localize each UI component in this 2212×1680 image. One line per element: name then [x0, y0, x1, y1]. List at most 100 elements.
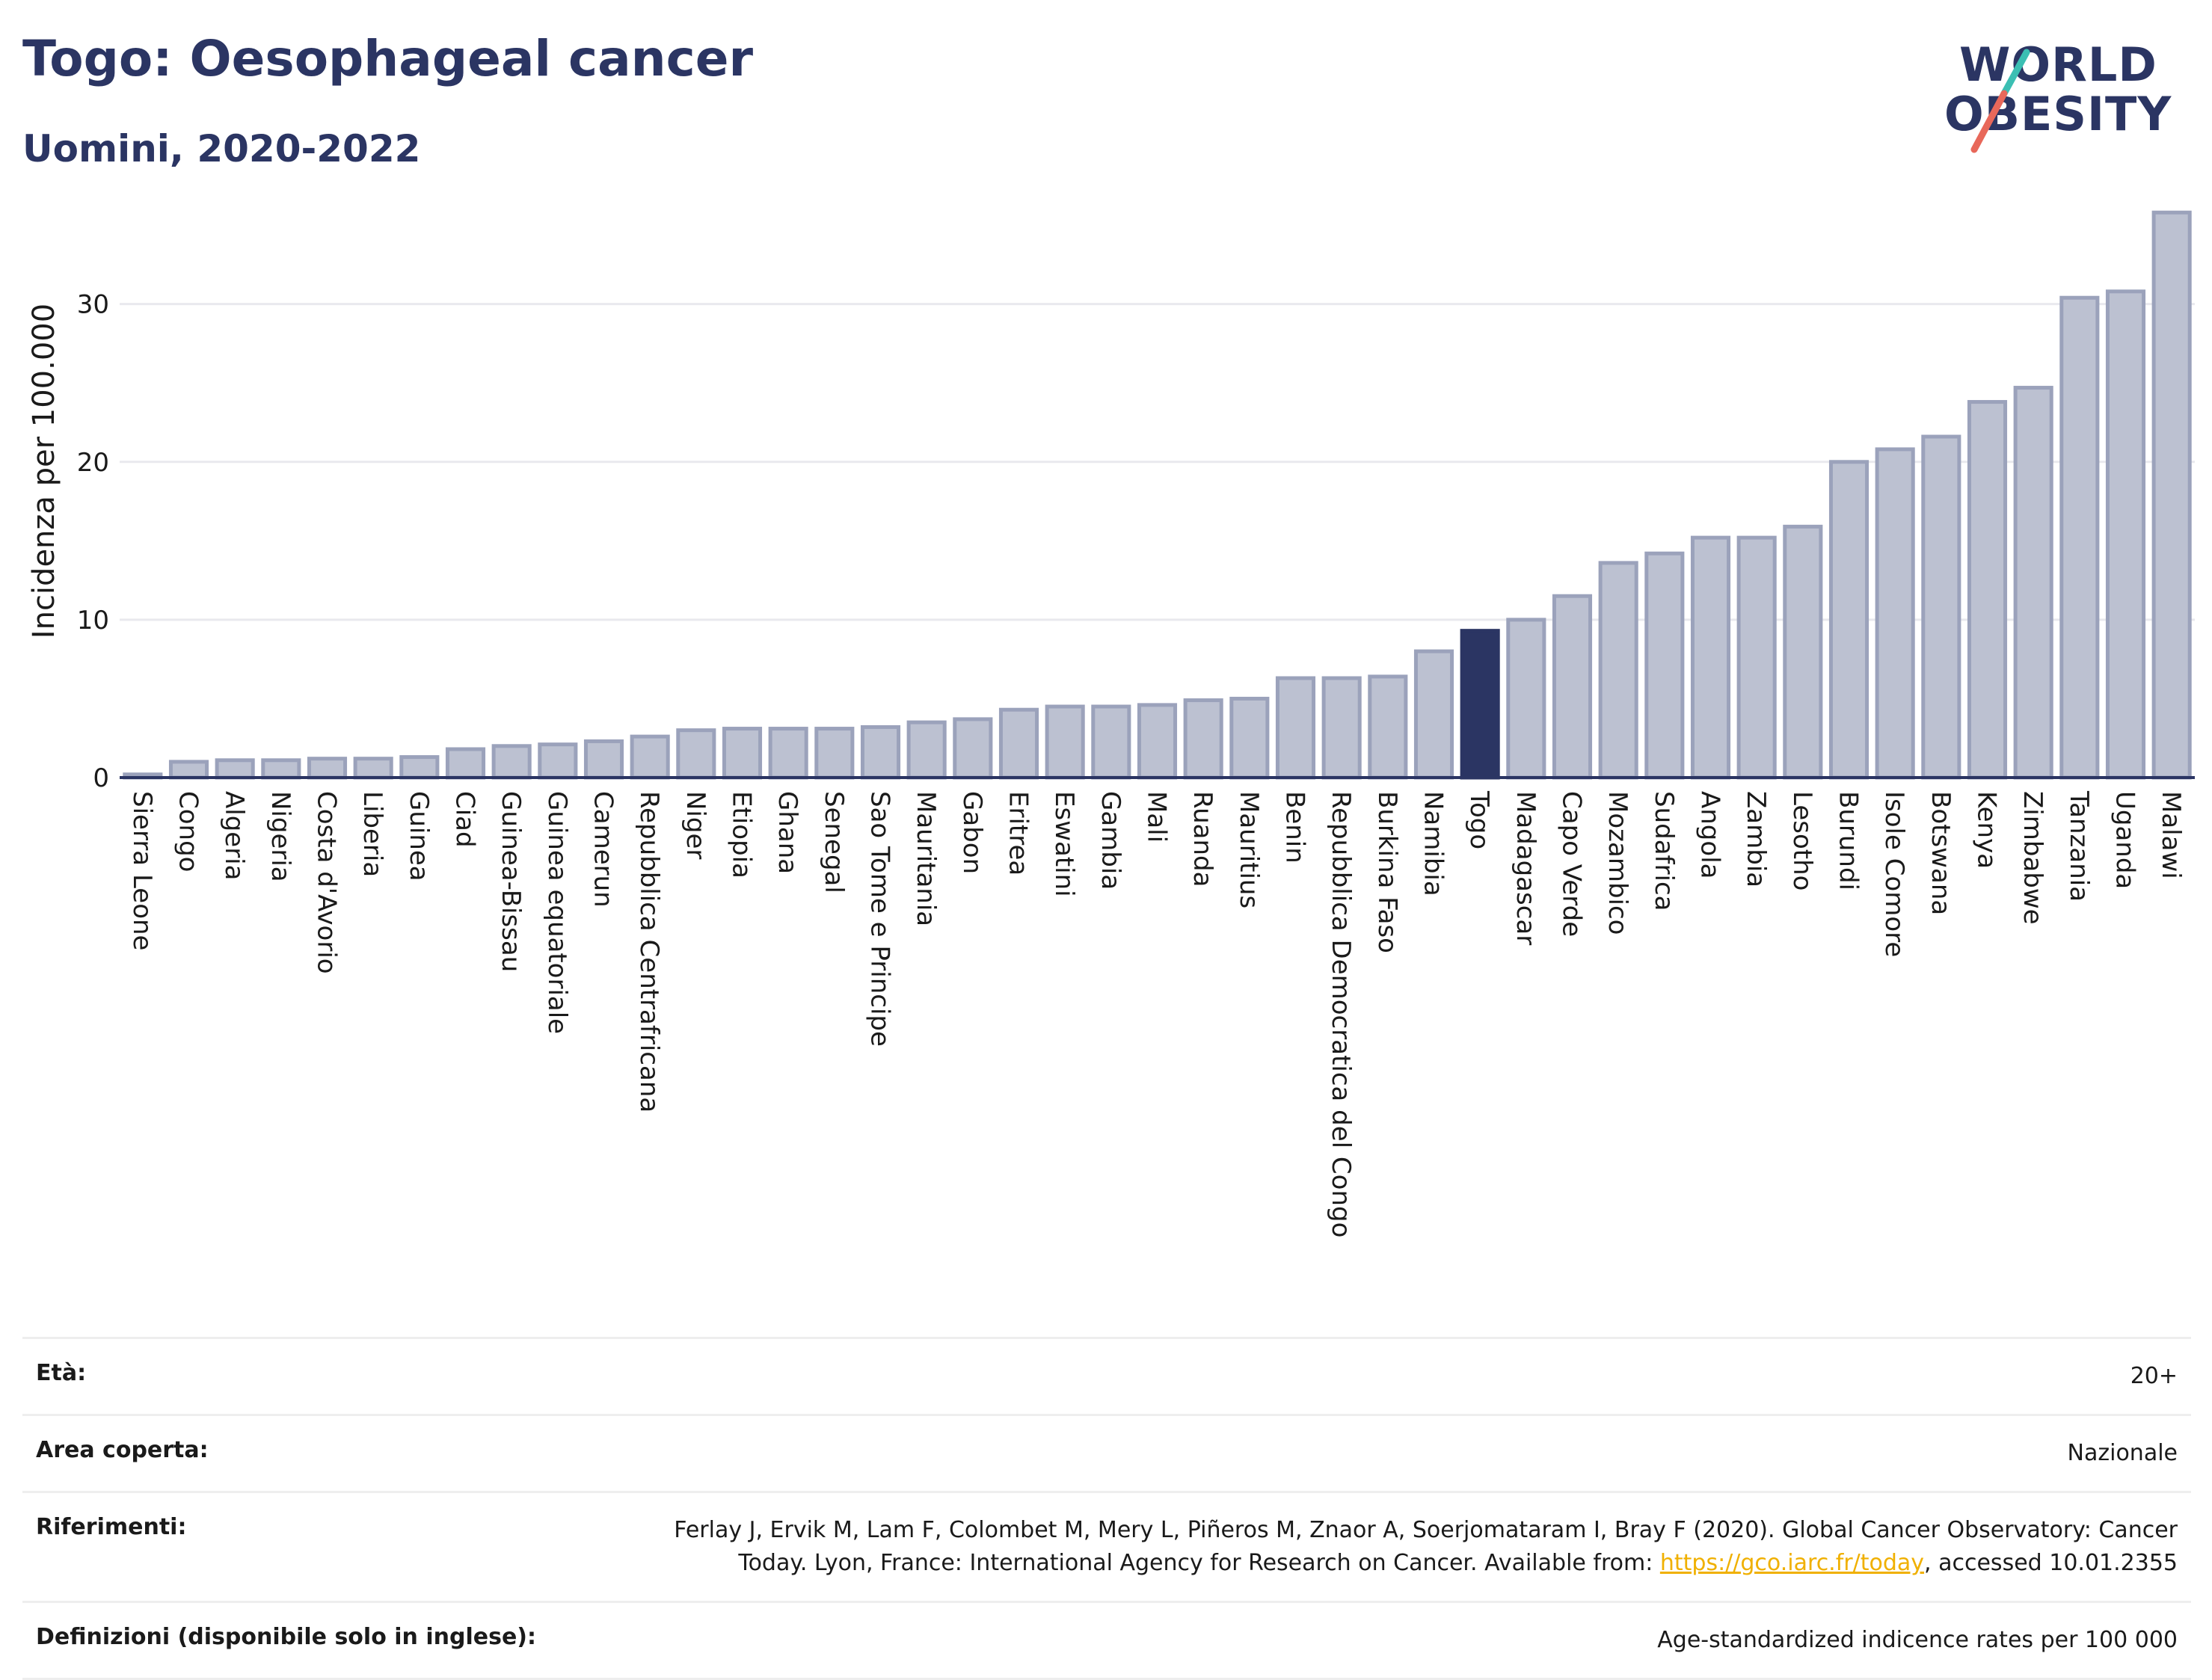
- x-tick-label: Uganda: [2110, 791, 2140, 889]
- meta-value-references: Ferlay J, Ervik M, Lam F, Colombet M, Me…: [674, 1514, 2178, 1580]
- meta-value-definitions: Age-standardized indicence rates per 100…: [1657, 1627, 2178, 1653]
- bar-guinea-bissau: [491, 744, 532, 780]
- x-tick-label: Senegal: [819, 791, 849, 893]
- bar-zimbabwe: [2013, 386, 2053, 780]
- bar-guinea: [399, 755, 440, 780]
- bar-sao-tome-e-principe: [860, 724, 901, 780]
- bar-eswatini: [1045, 704, 1085, 780]
- x-tick-label: Costa d'Avorio: [312, 791, 342, 974]
- x-tick-label: Algeria: [219, 791, 249, 880]
- bar-benin: [1275, 676, 1316, 780]
- bar-nigeria: [261, 758, 301, 780]
- bar-togo: [1460, 629, 1500, 780]
- references-link[interactable]: https://gco.iarc.fr/today: [1659, 1550, 1925, 1576]
- x-tick-label: Niger: [681, 791, 710, 859]
- bar-etiopia: [722, 727, 763, 780]
- x-tick-label: Guinea-Bissau: [496, 791, 526, 972]
- bar-ruanda: [1183, 698, 1223, 780]
- bar-isole-comore: [1875, 447, 1915, 780]
- x-tick-label: Guinea: [404, 791, 434, 881]
- y-tick-label: 20: [77, 448, 109, 478]
- bar-algeria: [215, 758, 255, 780]
- x-tick-label: Mozambico: [1603, 791, 1632, 935]
- bar-malawi: [2151, 210, 2192, 780]
- x-tick-label: Benin: [1280, 791, 1310, 864]
- x-tick-label: Kenya: [1972, 791, 2002, 869]
- x-tick-label: Zimbabwe: [2018, 791, 2047, 925]
- meta-row-references: Riferimenti: Ferlay J, Ervik M, Lam F, C…: [22, 1491, 2191, 1601]
- x-tick-label: Eswatini: [1049, 791, 1079, 897]
- bar-eritrea: [998, 707, 1039, 780]
- meta-value-area: Nazionale: [2067, 1440, 2178, 1466]
- bar-senegal: [814, 727, 855, 780]
- bar-gabon: [953, 717, 993, 780]
- x-tick-label: Togo: [1464, 790, 1494, 849]
- bar-mauritius: [1229, 696, 1270, 780]
- x-tick-label: Gambia: [1096, 791, 1125, 890]
- bar-burundi: [1828, 460, 1870, 780]
- bar-gambia: [1091, 704, 1131, 780]
- metadata-table: Età: 20+ Area coperta: Nazionale Riferim…: [22, 1337, 2191, 1680]
- x-tick-label: Capo Verde: [1557, 791, 1587, 937]
- bar-repubblica-centrafricana: [630, 734, 670, 780]
- bar-ciad: [445, 747, 486, 780]
- bar-guinea-equatoriale: [538, 742, 578, 780]
- x-tick-label: Eritrea: [1004, 791, 1033, 876]
- x-tick-label: Sao Tome e Principe: [865, 791, 895, 1047]
- x-tick-label: Guinea equatoriale: [542, 791, 572, 1034]
- x-tick-label: Repubblica Centrafricana: [634, 791, 664, 1113]
- meta-value-age: 20+: [2130, 1363, 2178, 1389]
- meta-label-age: Età:: [36, 1360, 87, 1386]
- x-tick-label: Zambia: [1741, 791, 1771, 887]
- bar-capo-verde: [1552, 594, 1593, 780]
- logo-slash-icon: [1970, 49, 2030, 153]
- y-tick-label: 10: [77, 606, 109, 636]
- x-tick-label: Ruanda: [1188, 791, 1217, 887]
- x-tick-label: Lesotho: [1787, 791, 1817, 890]
- x-tick-label: Sudafrica: [1649, 791, 1679, 911]
- bar-mali: [1137, 703, 1178, 780]
- y-axis-label: Incidenza per 100.000: [27, 304, 61, 639]
- x-tick-label: Angola: [1695, 791, 1725, 879]
- x-tick-label: Repubblica Democratica del Congo: [1326, 791, 1356, 1237]
- bar-repubblica-democratica-del-congo: [1321, 676, 1362, 780]
- bar-mozambico: [1598, 561, 1638, 780]
- references-line-2-post: , accessed 10.01.2355: [1924, 1550, 2178, 1576]
- bar-lesotho: [1783, 524, 1823, 780]
- x-tick-label: Burkina Faso: [1372, 791, 1402, 953]
- references-line-2-pre: Today. Lyon, France: International Agenc…: [738, 1550, 1660, 1576]
- bar-chart: 0 10 20 30 Incidenza per 100.000 Sierra Leone…: [27, 210, 2195, 1237]
- x-tick-label: Botswana: [1926, 791, 1956, 915]
- bar-zambia: [1736, 535, 1777, 780]
- x-tick-label: Madagascar: [1511, 791, 1540, 945]
- bar-liberia: [353, 757, 393, 780]
- page-title: Togo: Oesophageal cancer: [22, 30, 754, 87]
- meta-label-references: Riferimenti:: [36, 1514, 187, 1540]
- x-tick-label: Burundi: [1834, 791, 1864, 890]
- bar-angola: [1690, 535, 1731, 780]
- x-tick-label: Mali: [1142, 791, 1172, 843]
- x-tick-label: Mauritius: [1234, 791, 1264, 908]
- meta-row-definitions: Definizioni (disponibile solo in inglese…: [22, 1601, 2191, 1680]
- references-line-1: Ferlay J, Ervik M, Lam F, Colombet M, Me…: [674, 1517, 2178, 1543]
- x-tick-label: Liberia: [357, 791, 387, 877]
- x-tick-label: Malawi: [2156, 791, 2186, 879]
- meta-label-area: Area coperta:: [36, 1437, 209, 1463]
- bar-namibia: [1413, 649, 1454, 780]
- bar-madagascar: [1506, 618, 1546, 780]
- bar-kenya: [1967, 400, 2008, 780]
- x-tick-label: Tanzania: [2064, 790, 2094, 902]
- x-tick-label: Etiopia: [727, 791, 757, 879]
- x-tick-label: Gabon: [957, 791, 987, 874]
- meta-row-area: Area coperta: Nazionale: [22, 1414, 2191, 1491]
- x-tick-label: Ciad: [450, 791, 480, 848]
- meta-row-age: Età: 20+: [22, 1337, 2191, 1414]
- page-subtitle: Uomini, 2020-2022: [22, 127, 421, 170]
- y-tick-label: 0: [93, 763, 109, 793]
- bar-burkina-faso: [1368, 674, 1408, 780]
- meta-label-definitions: Definizioni (disponibile solo in inglese…: [36, 1624, 536, 1650]
- logo-line-1: WORLD: [1959, 37, 2157, 92]
- x-tick-label: Isole Comore: [1879, 791, 1909, 957]
- x-tick-label: Namibia: [1419, 791, 1448, 896]
- bar-uganda: [2105, 289, 2146, 780]
